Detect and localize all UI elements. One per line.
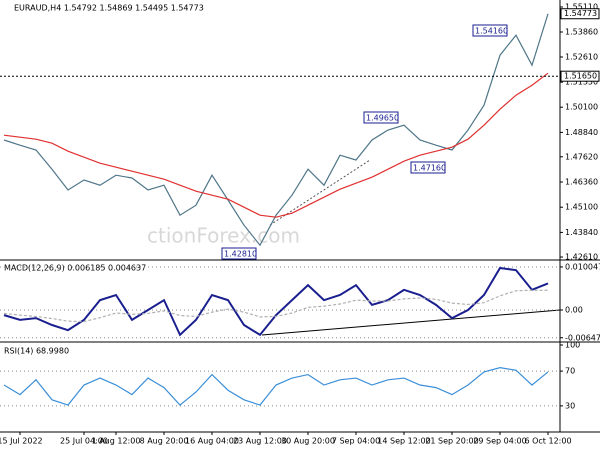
- annotation: 1.47160: [413, 164, 446, 173]
- series-line: [3, 289, 548, 323]
- y-tick-label: 1.52610: [565, 53, 598, 62]
- price-label: 1.54773: [564, 9, 597, 18]
- annotation-box: [363, 111, 399, 124]
- price-label-box: [560, 8, 600, 20]
- x-tick-label: 1 Aug 12:00: [92, 437, 141, 446]
- y-tick-label: 0.00: [565, 306, 583, 315]
- series-line: [3, 13, 549, 247]
- annotation-box: [472, 24, 508, 37]
- y-tick-label: -0.006476: [565, 333, 600, 342]
- watermark: ctionForex.com: [147, 224, 300, 248]
- y-tick-label: 1.55110: [565, 3, 598, 12]
- y-tick-label: 1.53860: [565, 28, 598, 37]
- y-tick-label: 1.48840: [565, 128, 598, 137]
- x-tick-label: 25 Jul 04:00: [60, 437, 108, 446]
- annotation: 1.49650: [366, 114, 399, 123]
- x-tick-label: 14 Sep 12:00: [377, 437, 430, 446]
- x-tick-label: 16 Aug 04:00: [185, 437, 239, 446]
- y-tick-label: 1.45100: [565, 203, 598, 212]
- x-tick-label: 29 Sep 04:00: [473, 437, 526, 446]
- x-tick-label: 15 Jul 2022: [0, 437, 43, 446]
- chart-title: EURAUD,H4 1.54792 1.54869 1.54495 1.5477…: [14, 4, 204, 13]
- panel-title: RSI(14) 68.9980: [4, 347, 69, 356]
- y-tick-label: 1.50100: [565, 103, 598, 112]
- x-tick-label: 7 Sep 04:00: [332, 437, 380, 446]
- level-label-box: [560, 70, 600, 82]
- y-tick-label: 0.010047: [565, 262, 600, 271]
- y-tick-label: 1.43840: [565, 228, 598, 237]
- y-tick-label: 1.51350: [565, 78, 598, 87]
- panel-title: MACD(12,26,9) 0.006185 0.004637: [4, 264, 146, 273]
- series-line: [3, 266, 549, 337]
- y-tick-label: 1.47620: [565, 152, 598, 161]
- y-tick-label: 70: [565, 367, 575, 376]
- y-tick-label: 100: [565, 341, 580, 350]
- y-tick-label: 1.46360: [565, 178, 598, 187]
- y-tick-label: 30: [565, 401, 575, 410]
- annotation-box: [221, 247, 257, 260]
- annotation-box: [410, 161, 446, 174]
- x-tick-label: 8 Aug 20:00: [140, 437, 189, 446]
- x-tick-label: 23 Aug 12:00: [233, 437, 287, 446]
- x-tick-label: 30 Aug 20:00: [281, 437, 335, 446]
- y-tick-label: 1.42610: [565, 253, 598, 262]
- series-line: [3, 367, 549, 406]
- x-tick-label: 21 Sep 20:00: [425, 437, 478, 446]
- annotation: 1.54160: [475, 27, 508, 36]
- x-tick-label: 6 Oct 12:00: [524, 437, 571, 446]
- level-label: 1.51650: [564, 72, 597, 81]
- series-line: [3, 72, 549, 218]
- annotation: 1.42810: [224, 250, 257, 259]
- trend-line: [261, 309, 561, 336]
